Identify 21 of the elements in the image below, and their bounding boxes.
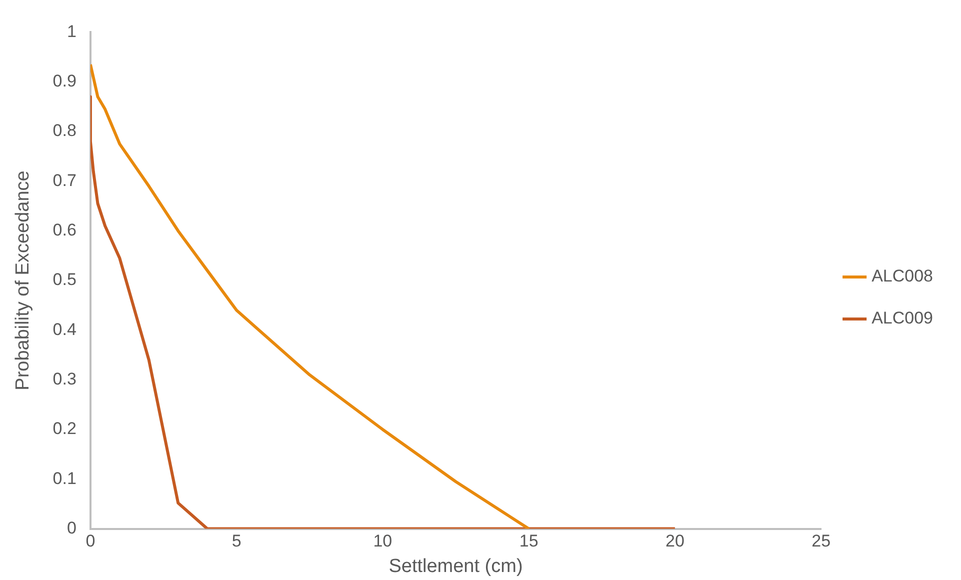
x-tick-label: 25 [812, 532, 831, 551]
y-tick-label: 0.9 [52, 72, 76, 91]
x-tick-label: 0 [86, 532, 96, 551]
y-tick-label: 0.3 [52, 370, 76, 389]
y-tick-label: 0.5 [52, 270, 76, 290]
y-tick-label: 0.6 [52, 220, 76, 240]
legend-label: ALC009 [872, 308, 934, 328]
y-tick-label: 0.8 [52, 121, 76, 140]
x-tick-label: 15 [519, 532, 538, 551]
x-tick-label: 20 [665, 532, 684, 551]
legend-label: ALC008 [872, 266, 934, 286]
y-tick-label: 0 [66, 518, 76, 538]
x-tick-label: 5 [232, 532, 242, 551]
y-tick-label: 0.4 [52, 320, 76, 339]
y-tick-label: 0.2 [52, 419, 76, 438]
x-tick-label: 10 [373, 532, 392, 551]
y-tick-label: 0.1 [52, 468, 76, 488]
y-axis-title: Probability of Exceedance [12, 170, 34, 390]
y-tick-label: 1 [66, 22, 76, 41]
y-tick-label: 0.7 [52, 170, 76, 190]
x-axis-title: Settlement (cm) [388, 556, 523, 577]
